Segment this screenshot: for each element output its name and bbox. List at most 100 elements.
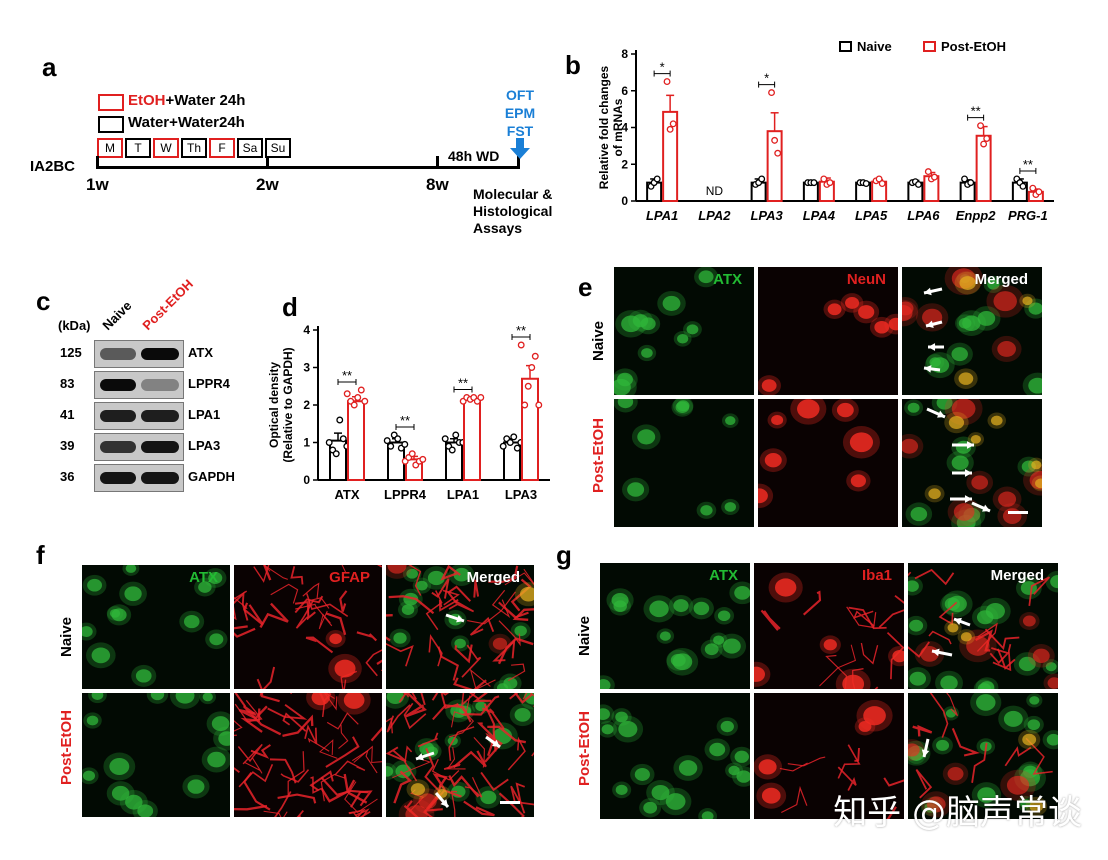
category-label: Enpp2 bbox=[956, 208, 996, 223]
data-point bbox=[774, 149, 782, 157]
tick-1w bbox=[96, 156, 99, 169]
cell-process bbox=[402, 693, 410, 698]
cell-body bbox=[953, 503, 975, 521]
cell-process bbox=[304, 724, 318, 744]
cell-process bbox=[846, 606, 877, 629]
cell-process bbox=[819, 644, 857, 687]
micrograph-row-label: Naive bbox=[576, 615, 593, 656]
cell-body bbox=[343, 693, 365, 709]
cell-process bbox=[260, 693, 280, 703]
cell-body bbox=[615, 711, 628, 723]
cell-process bbox=[290, 566, 304, 585]
cell-process bbox=[242, 705, 282, 736]
cell-body bbox=[758, 488, 768, 504]
cell-body bbox=[670, 653, 686, 667]
cell-body bbox=[728, 765, 740, 776]
blot-box bbox=[94, 371, 184, 399]
cell-body bbox=[1023, 765, 1038, 778]
cell-body bbox=[649, 600, 669, 618]
micrograph-label: ATX bbox=[189, 569, 218, 586]
cell-body bbox=[386, 766, 394, 777]
cell-process bbox=[334, 760, 366, 776]
blot-protein: LPPR4 bbox=[188, 376, 230, 391]
cell-body bbox=[651, 784, 670, 801]
micrograph-tile: Merged bbox=[386, 565, 534, 689]
blot-protein: LPA3 bbox=[188, 438, 221, 453]
cell-process bbox=[425, 590, 443, 631]
cell-body bbox=[997, 341, 1016, 357]
cell-process bbox=[508, 663, 526, 682]
data-point bbox=[980, 140, 988, 148]
micrograph-label: Merged bbox=[990, 567, 1044, 584]
cell-process bbox=[946, 693, 959, 717]
cell-process bbox=[1004, 746, 1032, 767]
cell-body bbox=[1028, 302, 1042, 315]
cell-process bbox=[344, 781, 378, 813]
micrograph-tile: ATX bbox=[82, 565, 230, 689]
data-point bbox=[669, 120, 677, 128]
category-label: LPA2 bbox=[698, 208, 731, 223]
cell-body bbox=[1035, 478, 1042, 489]
cell-process bbox=[270, 583, 299, 604]
cell-body bbox=[990, 415, 1003, 426]
data-point bbox=[878, 180, 886, 187]
cell-process bbox=[424, 747, 442, 793]
cell-body bbox=[659, 631, 671, 641]
cell-body bbox=[977, 787, 996, 803]
scale-bar bbox=[1008, 511, 1028, 514]
cell-body bbox=[632, 314, 649, 328]
cell-process bbox=[386, 614, 393, 642]
cell-process bbox=[837, 766, 857, 791]
cell-body bbox=[709, 742, 726, 757]
cell-body bbox=[503, 677, 518, 689]
micrograph-bg bbox=[600, 563, 750, 689]
category-label: LPA1 bbox=[447, 487, 479, 502]
cell-body bbox=[979, 681, 995, 689]
test-fst: FST bbox=[506, 123, 534, 139]
micrograph-tile bbox=[758, 399, 898, 527]
y-axis-label: Relative fold changes bbox=[597, 65, 611, 189]
cell-body bbox=[1029, 800, 1044, 813]
micrograph-image bbox=[758, 399, 898, 527]
blot-kda: 83 bbox=[60, 376, 75, 391]
cell-process bbox=[238, 705, 268, 720]
cell-process bbox=[305, 636, 334, 654]
cell-body bbox=[410, 783, 426, 796]
tick-2w bbox=[266, 156, 269, 169]
cell-body bbox=[673, 599, 689, 613]
cell-process bbox=[274, 791, 292, 817]
cell-process bbox=[234, 699, 263, 723]
data-point bbox=[653, 175, 661, 183]
cell-process bbox=[442, 589, 460, 606]
cell-process bbox=[929, 693, 949, 738]
cell-body bbox=[202, 693, 213, 702]
blot-kda: 39 bbox=[60, 438, 75, 453]
legend-water-swatch bbox=[98, 116, 124, 133]
legend-label: Post-EtOH bbox=[941, 39, 1006, 54]
cell-body bbox=[677, 334, 689, 344]
cell-body bbox=[724, 502, 737, 512]
cell-body bbox=[1018, 656, 1036, 672]
week-1: 1w bbox=[86, 175, 109, 194]
cell-body bbox=[987, 279, 1000, 290]
cell-process bbox=[234, 693, 247, 708]
data-point bbox=[336, 416, 344, 424]
data-point bbox=[517, 341, 525, 349]
cell-process bbox=[450, 790, 458, 817]
cell-process bbox=[440, 565, 461, 581]
cell-body bbox=[480, 790, 497, 805]
micrograph-image bbox=[754, 563, 904, 689]
cell-body bbox=[615, 784, 628, 795]
cell-body bbox=[401, 604, 415, 615]
blot-protein: ATX bbox=[188, 345, 214, 360]
cell-process bbox=[310, 776, 322, 794]
data-point bbox=[357, 386, 365, 394]
cell-body bbox=[1022, 615, 1036, 627]
blot-band-post bbox=[141, 379, 179, 391]
weekday-box: Su bbox=[265, 138, 291, 158]
cell-body bbox=[700, 505, 713, 516]
arrow-head-icon bbox=[921, 749, 930, 757]
cell-process bbox=[1025, 737, 1053, 775]
cell-process bbox=[431, 578, 450, 599]
micrograph-row-label: Post-EtOH bbox=[590, 418, 607, 493]
